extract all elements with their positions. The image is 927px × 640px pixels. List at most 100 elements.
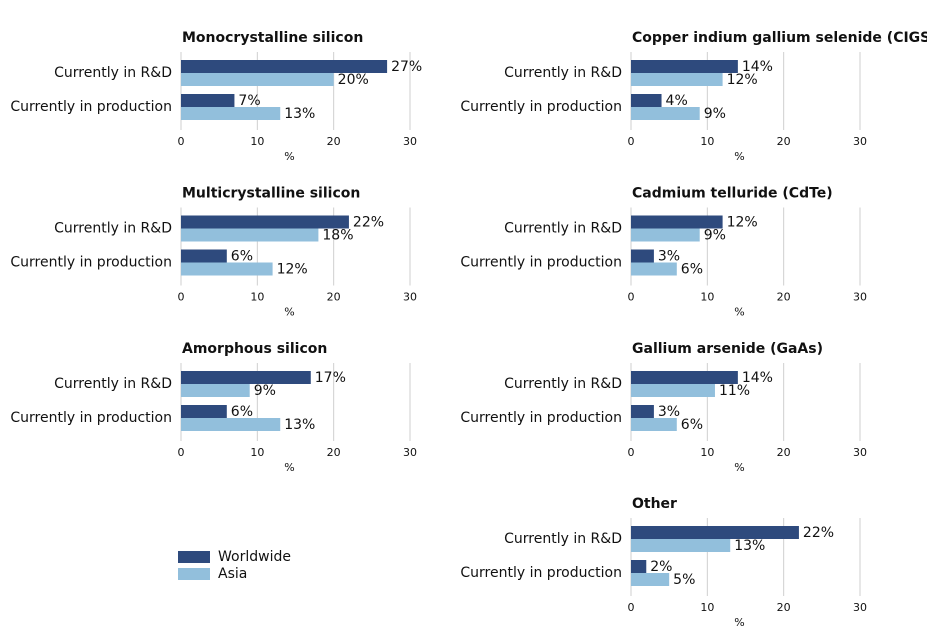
x-tick-label: 10: [250, 446, 264, 459]
value-label: 18%: [322, 228, 353, 244]
value-label: 11%: [719, 383, 750, 399]
bar: [631, 107, 700, 120]
value-label: 17%: [315, 370, 346, 386]
bar: [181, 73, 334, 86]
bar: [181, 418, 281, 431]
value-label: 14%: [742, 370, 773, 386]
legend-label: Asia: [218, 566, 247, 582]
x-axis-label: %: [734, 306, 744, 319]
x-tick-label: 30: [853, 135, 867, 148]
category-label: Currently in production: [460, 565, 622, 581]
legend-swatch: [178, 551, 210, 563]
x-tick-label: 10: [700, 291, 714, 304]
category-label: Currently in production: [460, 255, 622, 271]
bar: [631, 371, 738, 384]
bar: [631, 215, 723, 229]
panel-title: Other: [632, 496, 677, 512]
value-label: 12%: [727, 72, 758, 88]
value-label: 6%: [231, 404, 253, 420]
category-label: Currently in R&D: [54, 376, 172, 392]
bar: [631, 262, 677, 276]
panel-title: Multicrystalline silicon: [182, 186, 360, 202]
category-label: Currently in production: [460, 410, 622, 426]
category-label: Currently in R&D: [504, 65, 622, 81]
x-tick-label: 10: [250, 291, 264, 304]
x-axis-label: %: [284, 461, 294, 474]
value-label: 2%: [650, 559, 672, 575]
x-axis-label: %: [284, 150, 294, 163]
x-axis-label: %: [284, 306, 294, 319]
x-tick-label: 0: [628, 135, 635, 148]
bar: [181, 405, 227, 418]
x-tick-label: 20: [327, 446, 341, 459]
bar: [181, 94, 235, 107]
x-tick-label: 20: [777, 291, 791, 304]
value-label: 13%: [284, 417, 315, 433]
value-label: 22%: [803, 525, 834, 541]
x-tick-label: 10: [250, 135, 264, 148]
bar: [631, 560, 647, 573]
bar: [181, 371, 311, 384]
bar: [181, 384, 250, 397]
category-label: Currently in production: [10, 410, 172, 426]
x-tick-label: 0: [628, 291, 635, 304]
bar: [181, 228, 319, 242]
x-tick-label: 0: [178, 291, 185, 304]
value-label: 22%: [353, 215, 384, 231]
category-label: Currently in production: [10, 255, 172, 271]
value-label: 7%: [238, 93, 260, 109]
value-label: 13%: [734, 538, 765, 554]
panel-title: Monocrystalline silicon: [182, 30, 363, 46]
category-label: Currently in R&D: [54, 65, 172, 81]
panel-title: Cadmium telluride (CdTe): [632, 186, 833, 202]
value-label: 12%: [727, 215, 758, 231]
bar: [181, 215, 349, 229]
x-tick-label: 20: [777, 446, 791, 459]
value-label: 13%: [284, 106, 315, 122]
value-label: 9%: [704, 106, 726, 122]
x-tick-label: 30: [853, 601, 867, 614]
legend-swatch: [178, 568, 210, 580]
x-tick-label: 10: [700, 601, 714, 614]
x-tick-label: 20: [327, 135, 341, 148]
bar: [181, 107, 281, 120]
bar: [181, 262, 273, 276]
category-label: Currently in R&D: [504, 221, 622, 237]
x-tick-label: 30: [403, 446, 417, 459]
category-label: Currently in R&D: [504, 376, 622, 392]
x-tick-label: 30: [403, 135, 417, 148]
category-label: Currently in R&D: [54, 221, 172, 237]
x-tick-label: 20: [777, 135, 791, 148]
x-tick-label: 0: [628, 601, 635, 614]
x-tick-label: 20: [777, 601, 791, 614]
category-label: Currently in R&D: [504, 531, 622, 547]
panel-title: Amorphous silicon: [182, 341, 327, 357]
value-label: 9%: [254, 383, 276, 399]
bar: [631, 228, 700, 242]
bar: [631, 539, 731, 552]
value-label: 3%: [658, 249, 680, 265]
x-tick-label: 10: [700, 135, 714, 148]
bar: [631, 384, 715, 397]
x-tick-label: 30: [403, 291, 417, 304]
x-axis-label: %: [734, 616, 744, 629]
value-label: 14%: [742, 59, 773, 75]
value-label: 5%: [673, 572, 695, 588]
bar: [631, 405, 654, 418]
value-label: 4%: [666, 93, 688, 109]
x-tick-label: 0: [178, 135, 185, 148]
panel-title: Copper indium gallium selenide (CIGS): [632, 30, 927, 46]
x-tick-label: 20: [327, 291, 341, 304]
bar: [631, 418, 677, 431]
bar: [631, 94, 662, 107]
x-axis-label: %: [734, 150, 744, 163]
category-label: Currently in production: [460, 99, 622, 115]
legend-label: Worldwide: [218, 549, 291, 565]
value-label: 9%: [704, 228, 726, 244]
value-label: 12%: [277, 262, 308, 278]
value-label: 6%: [681, 417, 703, 433]
x-axis-label: %: [734, 461, 744, 474]
value-label: 6%: [231, 249, 253, 265]
value-label: 6%: [681, 262, 703, 278]
